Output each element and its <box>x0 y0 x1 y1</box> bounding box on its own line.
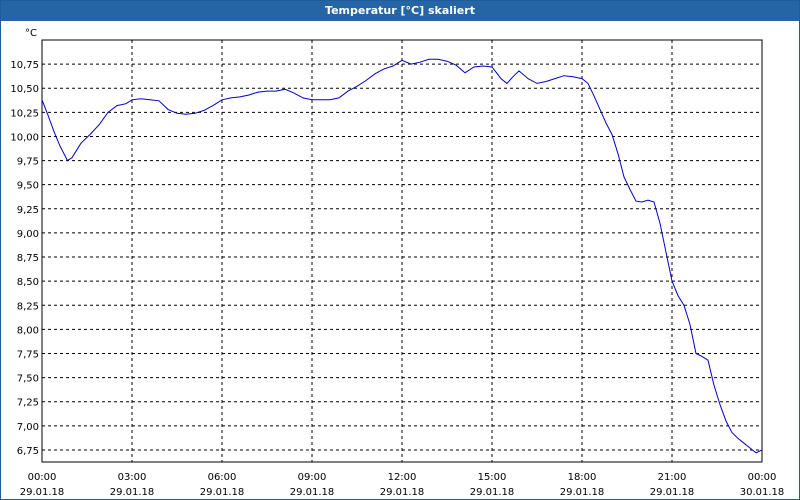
y-tick-label: 8,50 <box>17 277 39 288</box>
y-tick-label: 8,25 <box>17 301 39 312</box>
x-tick-date-label: 29.01.18 <box>650 487 695 498</box>
x-tick-date-label: 29.01.18 <box>560 487 605 498</box>
x-tick-time-label: 12:00 <box>388 472 417 483</box>
x-tick-labels: 00:00 29.01.18 03:00 29.01.18 06:00 29.01.18 0… <box>20 472 785 498</box>
x-tick-time-label: 15:00 <box>478 472 507 483</box>
y-tick-label: 10,00 <box>10 132 39 143</box>
temperature-chart: °C 10,75 10,50 10,25 10,00 9,75 9,50 9,25 9,00 8… <box>10 28 785 498</box>
y-tick-label: 10,50 <box>10 84 39 95</box>
grid-lines <box>42 40 762 462</box>
temperature-series-line <box>41 58 763 454</box>
y-tick-label: 7,50 <box>17 374 39 385</box>
y-tick-label: 10,25 <box>10 108 39 119</box>
y-tick-label: 9,00 <box>17 229 39 240</box>
y-tick-labels: 10,75 10,50 10,25 10,00 9,75 9,50 9,25 9,00 8,75… <box>10 60 39 457</box>
y-tick-label: 9,50 <box>17 181 39 192</box>
y-tick-label: 9,75 <box>17 157 39 168</box>
window-title: Temperatur [°C] skaliert <box>1 1 799 21</box>
x-tick-date-label: 29.01.18 <box>20 487 65 498</box>
x-tick-date-label: 30.01.18 <box>740 487 785 498</box>
y-tick-label: 8,00 <box>17 325 39 336</box>
y-tick-label: 7,25 <box>17 398 39 409</box>
x-tick-time-label: 06:00 <box>208 472 237 483</box>
y-tick-label: 9,25 <box>17 205 39 216</box>
x-tick-date-label: 29.01.18 <box>200 487 245 498</box>
x-tick-time-label: 03:00 <box>118 472 147 483</box>
y-axis-unit-label: °C <box>25 28 37 39</box>
y-tick-label: 7,00 <box>17 422 39 433</box>
x-tick-date-label: 29.01.18 <box>110 487 155 498</box>
x-tick-time-label: 21:00 <box>658 472 687 483</box>
x-tick-date-label: 29.01.18 <box>470 487 515 498</box>
x-tick-time-label: 18:00 <box>568 472 597 483</box>
x-tick-date-label: 29.01.18 <box>380 487 425 498</box>
x-tick-time-label: 00:00 <box>748 472 777 483</box>
y-tick-label: 6,75 <box>17 446 39 457</box>
y-tick-label: 8,75 <box>17 253 39 264</box>
y-tick-label: 10,75 <box>10 60 39 71</box>
x-tick-time-label: 00:00 <box>28 472 57 483</box>
x-tick-date-label: 29.01.18 <box>290 487 335 498</box>
plot-area: °C 10,75 10,50 10,25 10,00 9,75 9,50 9,25 9,00 8… <box>1 22 799 499</box>
x-tick-time-label: 09:00 <box>298 472 327 483</box>
y-tick-label: 7,75 <box>17 349 39 360</box>
